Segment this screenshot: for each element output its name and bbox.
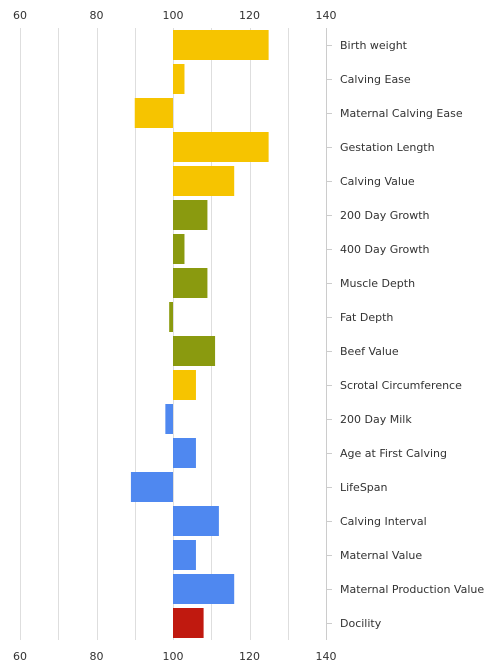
bar-birth-weight[interactable] (173, 30, 269, 60)
top-tick-label: 120 (239, 9, 260, 22)
category-label: Beef Value (340, 345, 399, 358)
bars (130, 30, 269, 638)
bar-scrotal-circumference[interactable] (173, 370, 196, 400)
bottom-tick-label: 80 (90, 650, 104, 663)
bar-200-day-growth[interactable] (173, 200, 208, 230)
bar-maternal-calving-ease[interactable] (134, 98, 173, 128)
bar-docility[interactable] (173, 608, 204, 638)
bar-400-day-growth[interactable] (173, 234, 185, 264)
bar-beef-value[interactable] (173, 336, 216, 366)
bar-muscle-depth[interactable] (173, 268, 208, 298)
category-label: Calving Interval (340, 515, 427, 528)
bottom-tick-labels: 60 80 100 120 140 (13, 650, 337, 663)
category-label: Gestation Length (340, 141, 435, 154)
bar-gestation-length[interactable] (173, 132, 269, 162)
bar-calving-value[interactable] (173, 166, 235, 196)
top-tick-label: 140 (316, 9, 337, 22)
bar-lifespan[interactable] (130, 472, 173, 502)
category-labels: Birth weight Calving Ease Maternal Calving… (340, 39, 484, 630)
bar-maternal-value[interactable] (173, 540, 196, 570)
category-label: Muscle Depth (340, 277, 415, 290)
category-label: LifeSpan (340, 481, 388, 494)
bottom-tick-label: 100 (163, 650, 184, 663)
category-label: 400 Day Growth (340, 243, 430, 256)
bar-calving-interval[interactable] (173, 506, 219, 536)
category-label: Scrotal Circumference (340, 379, 462, 392)
bottom-tick-label: 140 (316, 650, 337, 663)
top-tick-labels: 60 80 100 120 140 (13, 9, 337, 22)
top-tick-label: 60 (13, 9, 27, 22)
category-axis (326, 28, 332, 640)
bar-calving-ease[interactable] (173, 64, 185, 94)
bar-200-day-milk[interactable] (165, 404, 173, 434)
category-label: 200 Day Milk (340, 413, 412, 426)
category-label: Maternal Calving Ease (340, 107, 463, 120)
bar-age-at-first-calving[interactable] (173, 438, 196, 468)
bar-fat-depth[interactable] (169, 302, 173, 332)
bottom-tick-label: 60 (13, 650, 27, 663)
category-label: Birth weight (340, 39, 408, 52)
category-label: Fat Depth (340, 311, 393, 324)
bar-maternal-production-value[interactable] (173, 574, 235, 604)
category-label: Calving Ease (340, 73, 411, 86)
category-label: Docility (340, 617, 382, 630)
category-label: Maternal Value (340, 549, 422, 562)
category-label: 200 Day Growth (340, 209, 430, 222)
category-label: Maternal Production Value (340, 583, 484, 596)
category-label: Calving Value (340, 175, 415, 188)
bottom-tick-label: 120 (239, 650, 260, 663)
category-label: Age at First Calving (340, 447, 447, 460)
top-tick-label: 100 (163, 9, 184, 22)
top-tick-label: 80 (90, 9, 104, 22)
